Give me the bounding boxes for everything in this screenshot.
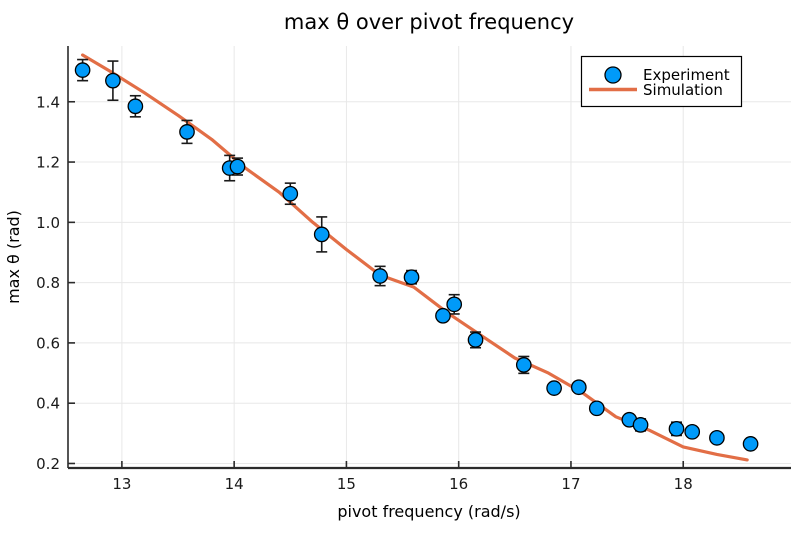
experiment-point bbox=[515, 357, 532, 373]
experiment-point bbox=[435, 307, 451, 324]
experiment-point bbox=[127, 98, 144, 115]
x-axis-label: pivot frequency (rad/s) bbox=[337, 502, 520, 521]
y-tick-label: 0.6 bbox=[36, 334, 60, 352]
legend-label-simulation: Simulation bbox=[643, 81, 723, 99]
chart-title: max θ over pivot frequency bbox=[284, 10, 574, 34]
experiment-point bbox=[313, 226, 330, 243]
y-tick-label: 1.0 bbox=[36, 214, 60, 232]
y-tick-label: 1.4 bbox=[36, 93, 60, 111]
x-tick-label: 17 bbox=[561, 475, 580, 493]
experiment-point bbox=[709, 430, 725, 446]
experiment-point bbox=[546, 380, 562, 396]
x-tick-label: 13 bbox=[112, 475, 131, 493]
x-tick-label: 14 bbox=[225, 475, 244, 493]
y-tick-label: 0.8 bbox=[36, 274, 60, 292]
legend-experiment-marker-icon bbox=[604, 66, 622, 84]
experiment-point bbox=[372, 268, 388, 284]
experiment-point bbox=[446, 296, 463, 313]
experiment-point bbox=[74, 62, 91, 78]
experiment-point bbox=[570, 379, 587, 396]
gridlines bbox=[68, 46, 791, 468]
legend: Experiment Simulation bbox=[580, 55, 743, 108]
experiment-point bbox=[467, 332, 484, 348]
experiment-point bbox=[229, 158, 246, 175]
experiment-point bbox=[403, 269, 420, 286]
experiment-point bbox=[684, 423, 701, 440]
x-tick-label: 18 bbox=[674, 475, 693, 493]
experiment-point bbox=[632, 417, 649, 433]
x-tick-label: 16 bbox=[449, 475, 468, 493]
y-tick-label: 0.4 bbox=[36, 395, 60, 413]
y-tick-label: 1.2 bbox=[36, 154, 60, 172]
experiment-point bbox=[105, 72, 121, 89]
tick-labels: 13 14 15 16 17 18 0.2 0.4 0.6 0.8 1.0 1.2 1.4 bbox=[36, 93, 693, 493]
experiment-point bbox=[742, 436, 759, 452]
data-series bbox=[74, 53, 759, 462]
x-tick-label: 15 bbox=[337, 475, 356, 493]
experiment-point bbox=[668, 420, 685, 437]
legend-label-experiment: Experiment bbox=[643, 66, 730, 84]
y-axis-label: max θ (rad) bbox=[4, 210, 23, 304]
axes bbox=[67, 46, 791, 470]
simulation-line bbox=[80, 53, 749, 462]
experiment-point bbox=[179, 124, 195, 140]
y-tick-label: 0.2 bbox=[36, 455, 60, 473]
experiment-point bbox=[588, 400, 605, 417]
experiment-point bbox=[282, 185, 299, 202]
